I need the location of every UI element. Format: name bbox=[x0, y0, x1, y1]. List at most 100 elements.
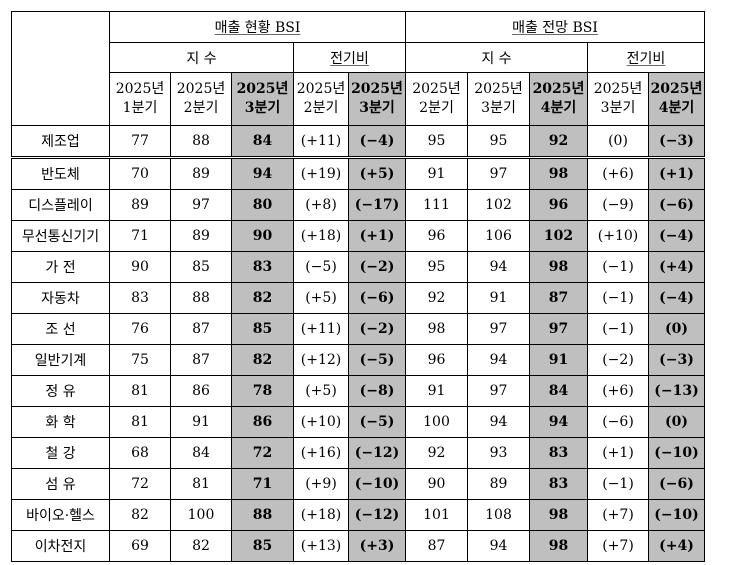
table-cell: (+6) bbox=[587, 375, 649, 407]
table-cell: 100 bbox=[170, 499, 232, 531]
quarter-label: 2분기 bbox=[303, 100, 339, 116]
table-cell: (+7) bbox=[587, 499, 649, 531]
quarter-label: 3분기 bbox=[481, 100, 516, 116]
table-cell: (−5) bbox=[348, 344, 406, 376]
header-row-quarters: 2025년 1분기 2025년 2분기 2025년 3분기 2025년 2분기 2025년 3분기… bbox=[12, 72, 705, 126]
table-cell: 94 bbox=[467, 406, 530, 438]
table-cell: 87 bbox=[170, 313, 232, 345]
table-cell: (+6) bbox=[587, 156, 649, 190]
table-row: 자동차 83 88 82 (+5) (−6) 92 91 87 (−1) (−4) bbox=[11, 282, 705, 314]
table-cell: (−4) bbox=[648, 220, 705, 252]
table-cell: (−6) bbox=[648, 468, 705, 500]
table-cell: (+10) bbox=[587, 220, 649, 252]
table-cell: (−6) bbox=[587, 406, 649, 438]
table-cell: 108 bbox=[467, 499, 530, 531]
table-cell: 98 bbox=[529, 530, 588, 562]
table-cell: 95 bbox=[405, 251, 468, 283]
table-cell: 97 bbox=[467, 313, 530, 345]
table-cell: (+1) bbox=[348, 220, 406, 252]
table-row: 철 강 68 84 72 (+16) (−12) 92 93 83 (+1) (−10) bbox=[11, 437, 705, 469]
table-cell: 98 bbox=[529, 156, 588, 190]
industry-label: 철 강 bbox=[11, 437, 110, 469]
quarter-label: 4분기 bbox=[658, 100, 695, 116]
quarter-year: 2025년 bbox=[650, 81, 703, 97]
table-cell: (0) bbox=[587, 125, 649, 158]
table-cell: (+18) bbox=[293, 220, 349, 252]
table-cell: 90 bbox=[231, 220, 294, 252]
table-cell: 95 bbox=[467, 125, 530, 158]
table-cell: 94 bbox=[529, 406, 588, 438]
quarter-header: 2025년 3분기 bbox=[231, 72, 294, 126]
industry-label: 디스플레이 bbox=[11, 189, 110, 221]
table-cell: 96 bbox=[405, 220, 468, 252]
table-cell: 86 bbox=[170, 375, 232, 407]
table-cell: 88 bbox=[170, 125, 232, 158]
quarter-header: 2025년 3분기 bbox=[348, 72, 406, 126]
table-cell: 87 bbox=[529, 282, 588, 314]
table-cell: 89 bbox=[109, 189, 171, 221]
table-cell: 89 bbox=[170, 156, 232, 190]
table-cell: 111 bbox=[405, 189, 468, 221]
table-cell: (−10) bbox=[648, 499, 705, 531]
table-cell: 98 bbox=[405, 313, 468, 345]
table-cell: 81 bbox=[109, 406, 171, 438]
table-cell: 93 bbox=[467, 437, 530, 469]
table-cell: 82 bbox=[231, 344, 294, 376]
table-row: 제조업 77 88 84 (+11) (−4) 95 95 92 (0) (−3) bbox=[11, 125, 705, 158]
outlook-index-header: 지 수 bbox=[405, 42, 588, 73]
table-cell: (−2) bbox=[587, 344, 649, 376]
table-cell: 78 bbox=[231, 375, 294, 407]
table-cell: 97 bbox=[467, 375, 530, 407]
table-cell: 94 bbox=[467, 251, 530, 283]
industry-label: 무선통신기기 bbox=[11, 220, 110, 252]
table-cell: (+3) bbox=[348, 530, 406, 562]
table-row: 무선통신기기 71 89 90 (+18) (+1) 96 106 102 (+10) (−4) bbox=[11, 220, 705, 252]
table-cell: (+11) bbox=[293, 313, 349, 345]
table-cell: (−1) bbox=[587, 251, 649, 283]
quarter-label: 3분기 bbox=[359, 100, 395, 116]
header-row-groups: 매출 현황 BSI 매출 전망 BSI bbox=[11, 11, 705, 126]
table-cell: (−6) bbox=[348, 282, 406, 314]
table-cell: 83 bbox=[109, 282, 171, 314]
table-cell: (−10) bbox=[348, 468, 406, 500]
bsi-table-container: 매출 현황 BSI 매출 전망 BSI 지 수 전기비 지 수 전기비 2025… bbox=[11, 11, 705, 562]
table-row: 바이오·헬스 82 100 88 (+18) (−12) 101 108 98 (+7) (−10) bbox=[11, 499, 705, 531]
table-cell: (−9) bbox=[587, 189, 649, 221]
table-cell: (+1) bbox=[648, 156, 705, 190]
table-cell: (−8) bbox=[348, 375, 406, 407]
table-cell: 68 bbox=[109, 437, 171, 469]
table-cell: 92 bbox=[529, 125, 588, 158]
table-cell: 97 bbox=[467, 156, 530, 190]
table-row: 반도체 70 89 94 (+19) (+5) 91 97 98 (+6) (+1) bbox=[11, 156, 705, 190]
table-cell: (−1) bbox=[587, 468, 649, 500]
quarter-header: 2025년 1분기 bbox=[109, 72, 171, 126]
industry-label: 자동차 bbox=[11, 282, 110, 314]
table-cell: 94 bbox=[467, 344, 530, 376]
industry-label: 조 선 bbox=[11, 313, 110, 345]
table-cell: 84 bbox=[529, 375, 588, 407]
table-cell: 102 bbox=[529, 220, 588, 252]
industry-label: 제조업 bbox=[11, 125, 110, 158]
outlook-bsi-header: 매출 전망 BSI bbox=[405, 11, 705, 43]
current-bsi-header: 매출 현황 BSI bbox=[109, 11, 406, 43]
table-cell: 92 bbox=[405, 282, 468, 314]
table-cell: (+12) bbox=[293, 344, 349, 376]
table-cell: 92 bbox=[405, 437, 468, 469]
table-cell: 71 bbox=[231, 468, 294, 500]
table-cell: 77 bbox=[109, 125, 171, 158]
header-row-subgroups: 지 수 전기비 지 수 전기비 bbox=[12, 42, 705, 73]
industry-label: 일반기계 bbox=[11, 344, 110, 376]
table-cell: 85 bbox=[231, 530, 294, 562]
quarter-header: 2025년 2분기 bbox=[293, 72, 349, 126]
table-cell: (+18) bbox=[293, 499, 349, 531]
table-cell: 91 bbox=[170, 406, 232, 438]
table-cell: (+13) bbox=[293, 530, 349, 562]
quarter-label: 3분기 bbox=[244, 100, 281, 116]
quarter-label: 3분기 bbox=[600, 100, 636, 116]
table-cell: (−13) bbox=[648, 375, 705, 407]
table-row: 가 전 90 85 83 (−5) (−2) 95 94 98 (−1) (+4) bbox=[11, 251, 705, 283]
table-cell: 83 bbox=[529, 468, 588, 500]
table-cell: 100 bbox=[405, 406, 468, 438]
table-cell: 83 bbox=[231, 251, 294, 283]
table-cell: 72 bbox=[231, 437, 294, 469]
